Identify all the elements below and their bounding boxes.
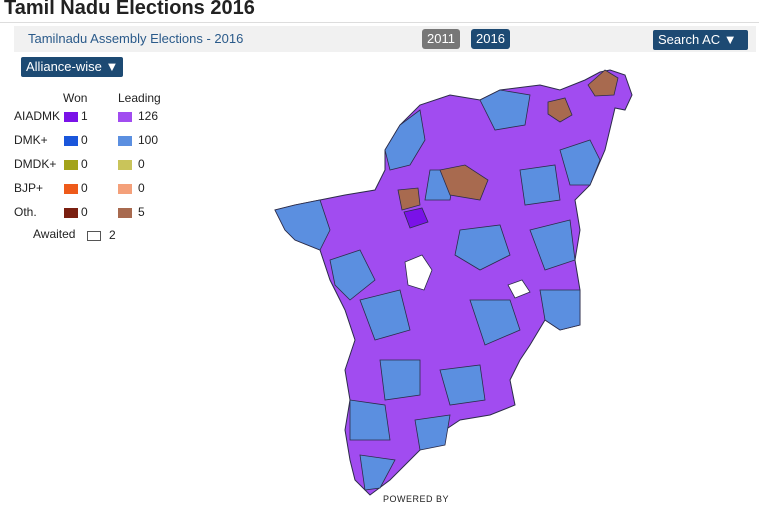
awaited-constituency[interactable] [507,279,531,299]
constituency[interactable] [274,199,331,251]
leading-count: 5 [138,205,145,219]
leading-swatch [118,160,132,170]
year-button[interactable]: 2011 [422,29,460,49]
awaited-label: Awaited [33,227,76,241]
party-label: BJP+ [14,181,44,195]
page-title: Tamil Nadu Elections 2016 [4,0,255,19]
constituency[interactable] [519,164,561,206]
party-label: DMK+ [14,133,48,147]
constituency[interactable] [349,399,391,441]
won-swatch [64,160,78,170]
leading-count: 0 [138,157,145,171]
won-swatch [64,136,78,146]
won-constituency[interactable] [403,207,429,229]
party-label: AIADMK [14,109,61,123]
party-label: DMDK+ [14,157,57,171]
other-constituencies [397,69,619,211]
divider [0,22,759,23]
constituency[interactable] [559,139,601,186]
awaited-count: 2 [109,228,116,242]
constituency[interactable] [439,364,486,406]
constituency[interactable] [379,359,421,401]
legend-header: Won [63,91,88,105]
constituency[interactable] [587,69,619,97]
view-dropdown[interactable]: Alliance-wise ▼ [21,57,124,77]
constituency[interactable] [454,224,511,271]
constituency[interactable] [539,289,581,331]
subtitle: Tamilnadu Assembly Elections - 2016 [28,31,244,46]
won-count: 0 [81,133,88,147]
state-outline[interactable] [274,69,633,496]
leading-swatch [118,112,132,122]
constituency[interactable] [547,97,573,123]
constituency[interactable] [529,219,576,271]
won-count: 0 [81,157,88,171]
won-swatch [64,184,78,194]
header-bar [14,26,756,52]
leading-count: 100 [138,133,159,147]
search-dropdown[interactable]: Search AC ▼ [653,30,748,50]
awaited-constituency[interactable] [404,254,433,291]
dmk-constituencies [274,89,601,491]
constituency[interactable] [479,89,531,131]
party-label: Oth. [14,205,37,219]
year-button[interactable]: 2016 [471,29,510,49]
won-count: 1 [81,109,88,123]
leading-swatch [118,208,132,218]
leading-swatch [118,184,132,194]
leading-swatch [118,136,132,146]
constituency[interactable] [384,109,426,171]
constituency[interactable] [469,299,521,346]
won-swatch [64,112,78,122]
awaited-swatch [87,231,101,241]
constituency[interactable] [359,454,396,491]
constituency[interactable] [397,187,421,211]
legend-header: Leading [118,91,161,105]
constituency[interactable] [439,164,489,201]
won-count: 0 [81,205,88,219]
constituency[interactable] [329,249,376,301]
leading-count: 0 [138,181,145,195]
constituency[interactable] [414,414,451,451]
won-swatch [64,208,78,218]
leading-count: 126 [138,109,159,123]
powered-by: POWERED BY [383,494,450,504]
constituency[interactable] [359,289,411,341]
won-count: 0 [81,181,88,195]
